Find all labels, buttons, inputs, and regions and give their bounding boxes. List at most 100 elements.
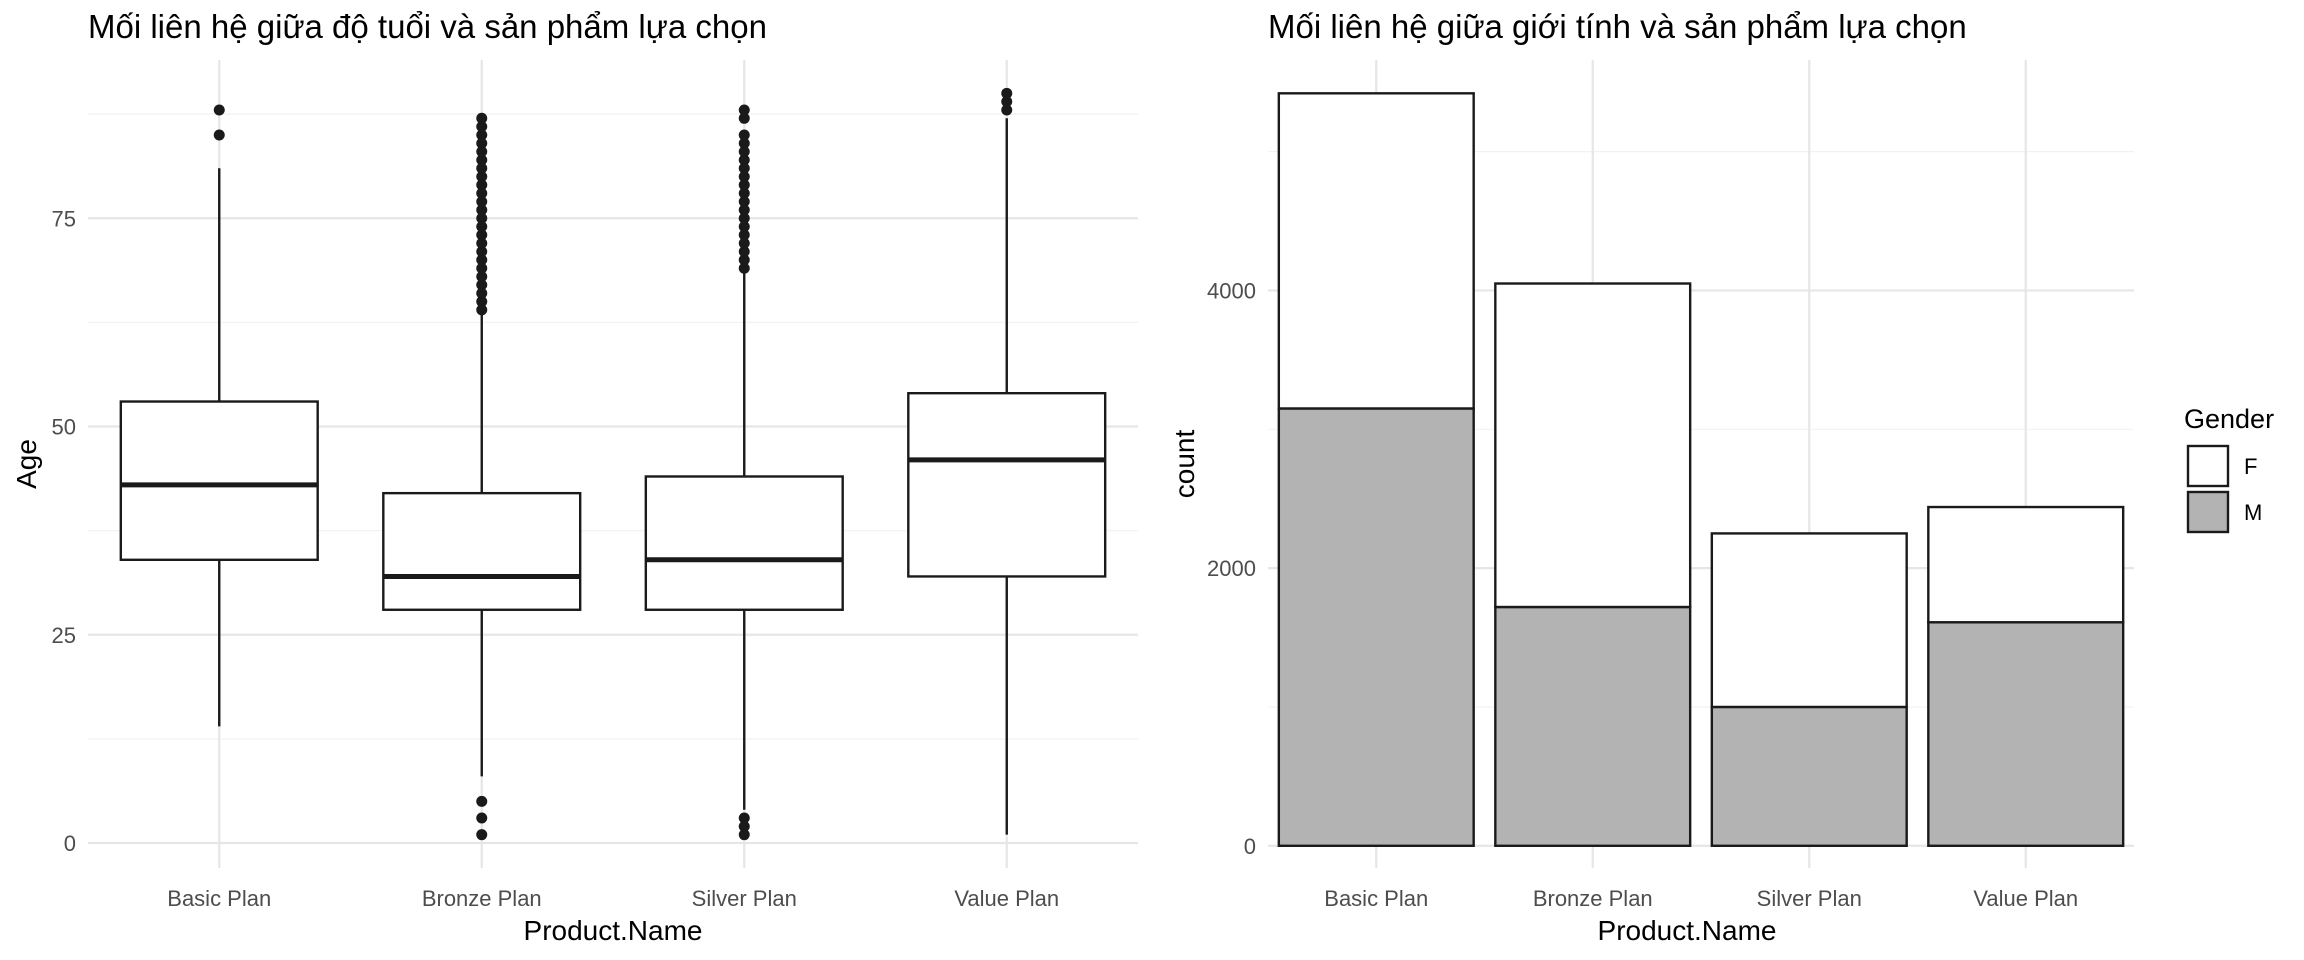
outlier-point: [476, 229, 488, 241]
legend: Gender FM: [2184, 404, 2274, 534]
legend-key-m: [2186, 490, 2230, 534]
chart-title: Mối liên hệ giữa giới tính và sản phẩm l…: [1268, 8, 1967, 45]
x-tick-label: Basic Plan: [167, 886, 271, 911]
outlier-point: [738, 246, 750, 258]
outlier-point: [476, 179, 488, 191]
bar-f-value-plan: [1927, 505, 2125, 624]
bar-f-silver-plan: [1710, 532, 1908, 709]
x-tick-label: Silver Plan: [1757, 886, 1862, 911]
outlier-point: [213, 104, 225, 116]
x-tick-label: Value Plan: [954, 886, 1059, 911]
outlier-point: [476, 287, 488, 299]
x-tick-label: Value Plan: [1973, 886, 2078, 911]
y-tick-label: 0: [64, 831, 76, 856]
outlier-point: [476, 112, 488, 124]
outlier-point: [476, 812, 488, 824]
outlier-point: [476, 829, 488, 841]
box-value-plan: [907, 87, 1107, 835]
outlier-point: [476, 221, 488, 233]
outlier-point: [738, 196, 750, 208]
outlier-point: [738, 146, 750, 158]
y-axis-title: count: [1169, 430, 1200, 499]
bar-m-silver-plan: [1710, 705, 1908, 847]
outlier-point: [738, 254, 750, 266]
bar-chart-panel: 0 2000 4000 Basic Plan Bronze Plan Silver Pla…: [1169, 8, 2274, 946]
outlier-point: [476, 204, 488, 216]
legend-key-f: [2186, 444, 2230, 488]
outlier-point: [738, 212, 750, 224]
x-tick-label: Basic Plan: [1324, 886, 1428, 911]
y-tick-label: 25: [52, 623, 76, 648]
outlier-point: [476, 129, 488, 141]
outlier-point: [738, 171, 750, 183]
outlier-point: [476, 296, 488, 308]
x-axis-title: Product.Name: [1598, 915, 1777, 946]
bar-m-bronze-plan: [1494, 605, 1692, 847]
box-plot-panel: 0 25 50 75 Basic Plan Bronze Plan Silver Plan V…: [11, 8, 1138, 946]
outlier-point: [476, 246, 488, 258]
outlier-point: [1001, 104, 1013, 116]
interquartile-box: [119, 400, 319, 561]
outlier-point: [738, 221, 750, 233]
legend-label-f: F: [2244, 454, 2257, 479]
outlier-point: [738, 812, 750, 824]
outlier-point: [476, 237, 488, 249]
legend-title: Gender: [2184, 404, 2274, 434]
outlier-point: [476, 162, 488, 174]
outlier-point: [476, 196, 488, 208]
y-axis-title: Age: [11, 439, 42, 489]
box-silver-plan: [644, 104, 844, 841]
y-tick-label: 4000: [1207, 278, 1256, 303]
bar-m-basic-plan: [1277, 407, 1475, 847]
outlier-point: [738, 137, 750, 149]
outlier-point: [1001, 87, 1013, 99]
outlier-point: [738, 112, 750, 124]
outlier-point: [213, 129, 225, 141]
outlier-point: [476, 304, 488, 316]
outlier-point: [738, 204, 750, 216]
y-tick-label: 75: [52, 206, 76, 231]
interquartile-box: [907, 391, 1107, 578]
outlier-point: [476, 137, 488, 149]
y-tick-label: 0: [1244, 834, 1256, 859]
outlier-point: [476, 154, 488, 166]
outlier-point: [476, 121, 488, 133]
bar-f-basic-plan: [1277, 92, 1475, 410]
outlier-point: [738, 237, 750, 249]
outlier-point: [476, 795, 488, 807]
y-tick-label: 2000: [1207, 556, 1256, 581]
x-tick-label: Bronze Plan: [422, 886, 542, 911]
outlier-point: [1001, 96, 1013, 108]
outlier-point: [476, 262, 488, 274]
outlier-point: [738, 129, 750, 141]
box-basic-plan: [119, 104, 319, 727]
outlier-point: [476, 279, 488, 291]
interquartile-box: [382, 491, 582, 611]
outlier-point: [738, 187, 750, 199]
outlier-point: [476, 146, 488, 158]
interquartile-box: [644, 475, 844, 611]
outlier-point: [476, 212, 488, 224]
bar-m-value-plan: [1927, 621, 2125, 847]
outlier-point: [738, 154, 750, 166]
x-tick-label: Silver Plan: [692, 886, 797, 911]
chart-title: Mối liên hệ giữa độ tuổi và sản phẩm lựa…: [88, 8, 767, 45]
outlier-point: [476, 187, 488, 199]
box-bronze-plan: [382, 112, 582, 841]
outlier-point: [738, 829, 750, 841]
legend-label-m: M: [2244, 500, 2262, 525]
outlier-point: [738, 162, 750, 174]
outlier-point: [738, 262, 750, 274]
bar-f-bronze-plan: [1494, 282, 1692, 609]
outlier-point: [738, 229, 750, 241]
outlier-point: [738, 104, 750, 116]
outlier-point: [476, 254, 488, 266]
x-tick-label: Bronze Plan: [1533, 886, 1653, 911]
outlier-point: [738, 820, 750, 832]
x-axis-title: Product.Name: [524, 915, 703, 946]
outlier-point: [738, 179, 750, 191]
y-tick-label: 50: [52, 415, 76, 440]
outlier-point: [476, 271, 488, 283]
outlier-point: [476, 171, 488, 183]
